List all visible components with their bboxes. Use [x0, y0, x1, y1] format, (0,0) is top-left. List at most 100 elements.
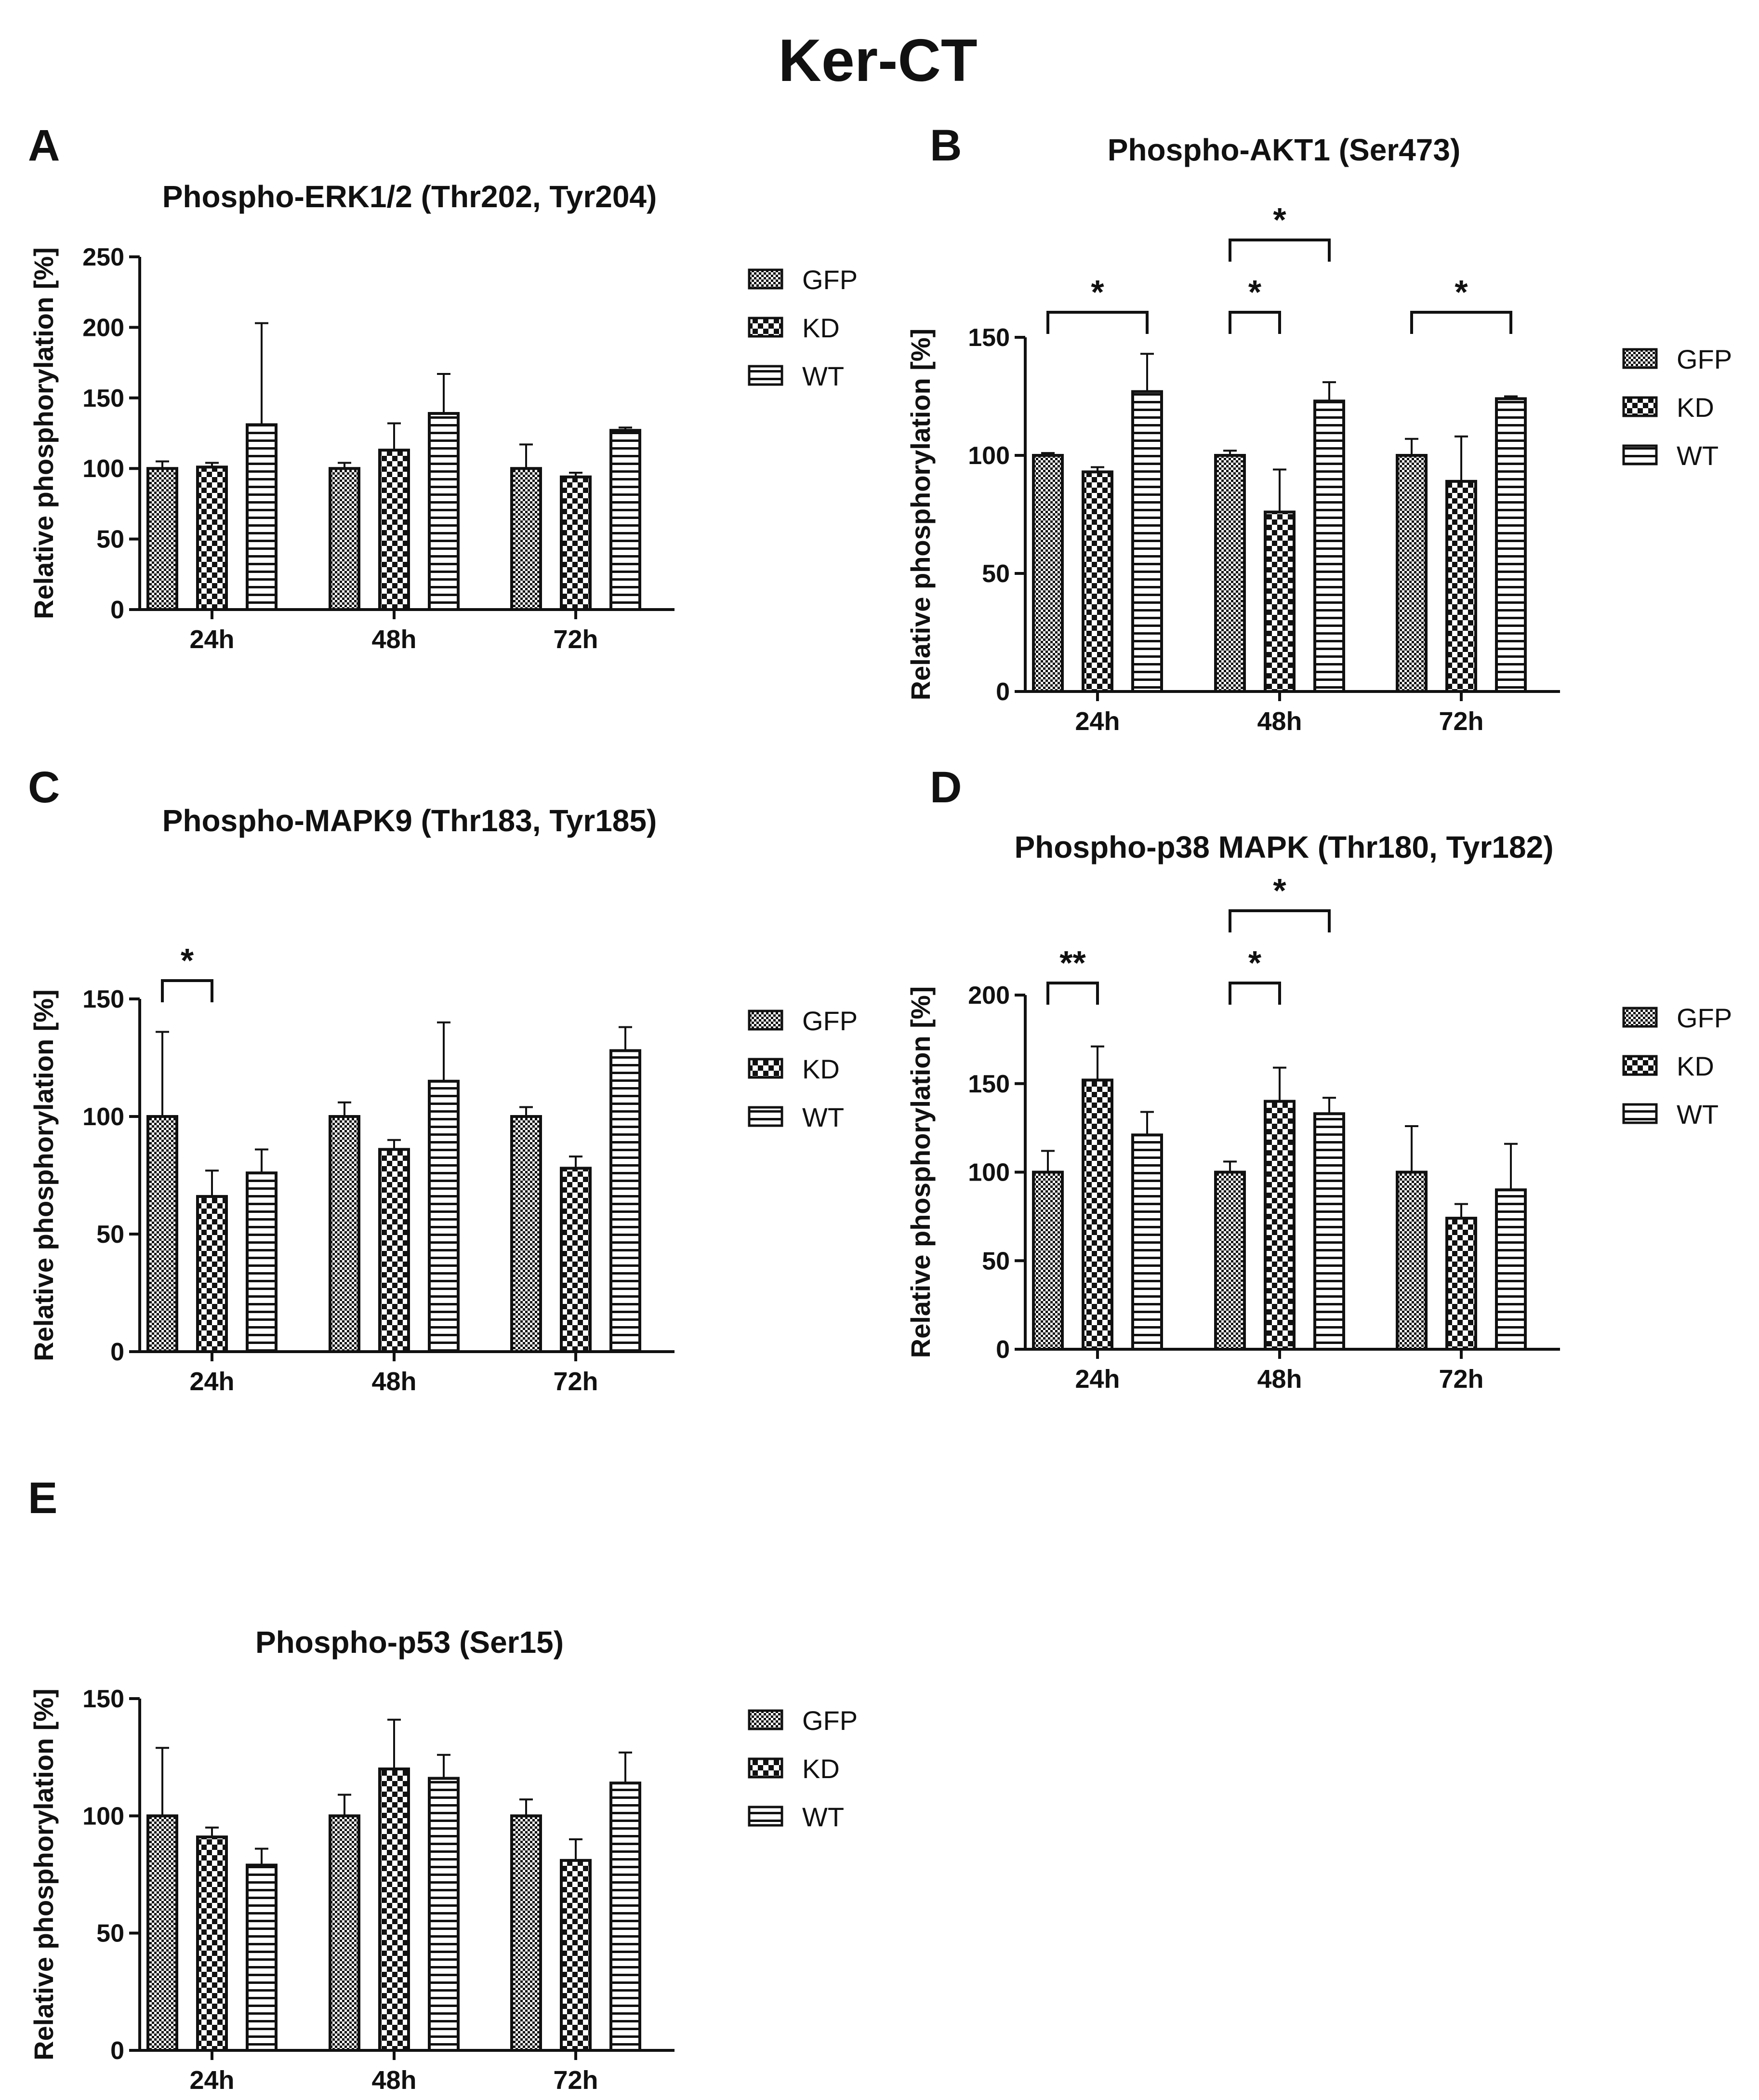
- bar-wt-24h: [246, 1171, 278, 1354]
- figure-title: Ker-CT: [778, 27, 977, 94]
- chart-title: Phospho-AKT1 (Ser473): [1108, 133, 1461, 167]
- significance-bracket: [1046, 982, 1099, 1005]
- y-tick-label: 250: [82, 243, 124, 271]
- legend-label-gfp: GFP: [1677, 1003, 1732, 1033]
- y-tick-label: 50: [96, 526, 124, 554]
- y-tick-label: 200: [82, 314, 124, 342]
- y-tick-label: 0: [996, 678, 1010, 706]
- y-tick-label: 150: [82, 985, 124, 1013]
- bar-wt-48h: [1313, 399, 1345, 693]
- y-tick-label: 100: [82, 1103, 124, 1131]
- bar-gfp-24h: [146, 1115, 178, 1353]
- bar-wt-72h: [609, 1781, 641, 2052]
- bar-wt-72h: [609, 429, 641, 611]
- significance-label: **: [1059, 944, 1086, 982]
- y-axis-label: Relative phosphorylation [%]: [905, 329, 936, 701]
- panel-letter: D: [930, 763, 962, 812]
- bar-kd-24h: [196, 1835, 228, 2052]
- x-tick-label: 72h: [1439, 707, 1483, 736]
- chart-b: B Phospho-AKT1 (Ser473) Relative phosphory…: [905, 121, 1732, 736]
- significance-label: *: [1248, 944, 1262, 982]
- x-tick-label: 72h: [553, 2066, 598, 2095]
- legend-swatch-kd: [1622, 1055, 1658, 1076]
- bar-wt-48h: [428, 1079, 460, 1354]
- bar-gfp-72h: [1396, 1170, 1428, 1351]
- x-tick-label: 24h: [189, 625, 234, 654]
- legend-swatch-wt: [1622, 1103, 1658, 1124]
- y-tick-label: 50: [982, 1247, 1010, 1275]
- bar-gfp-72h: [510, 467, 542, 611]
- y-tick-label: 50: [96, 1920, 124, 1948]
- legend-swatch-wt: [1622, 444, 1658, 465]
- bar-wt-24h: [1131, 390, 1163, 693]
- legend-swatch-wt: [748, 1806, 783, 1827]
- significance-label: *: [181, 942, 194, 979]
- legend-label-gfp: GFP: [1677, 344, 1732, 374]
- x-tick-label: 48h: [371, 2066, 416, 2095]
- bar-kd-72h: [560, 1167, 592, 1354]
- significance-bracket: [1046, 311, 1149, 334]
- legend-swatch-gfp: [748, 1010, 783, 1031]
- x-tick-label: 24h: [189, 1367, 234, 1396]
- bar-wt-72h: [609, 1049, 641, 1354]
- bar-gfp-72h: [510, 1814, 542, 2052]
- chart-a: A Phospho-ERK1/2 (Thr202, Tyr204) Relative…: [28, 121, 858, 654]
- y-tick-label: 150: [968, 324, 1010, 352]
- legend-swatch-gfp: [1622, 1007, 1658, 1028]
- significance-bracket: [1229, 239, 1331, 262]
- legend-label-kd: KD: [1677, 392, 1714, 423]
- y-axis-label: Relative phosphorylation [%]: [28, 247, 59, 619]
- bar-gfp-24h: [146, 467, 178, 611]
- bar-gfp-24h: [146, 1814, 178, 2052]
- legend-label-wt: WT: [1677, 440, 1719, 471]
- y-tick-label: 50: [96, 1221, 124, 1249]
- bar-kd-48h: [1264, 510, 1296, 693]
- bar-gfp-48h: [1214, 454, 1246, 693]
- bar-wt-48h: [428, 1777, 460, 2052]
- chart-title: Phospho-MAPK9 (Thr183, Tyr185): [162, 803, 657, 838]
- legend-label-kd: KD: [802, 1054, 840, 1084]
- x-tick-label: 48h: [371, 625, 416, 654]
- y-axis-label: Relative phosphorylation [%]: [28, 1688, 59, 2060]
- y-tick-label: 0: [110, 1338, 124, 1366]
- y-tick-label: 0: [110, 596, 124, 624]
- bar-wt-24h: [1131, 1133, 1163, 1351]
- x-tick-label: 72h: [553, 1367, 598, 1396]
- x-tick-label: 48h: [1257, 1365, 1302, 1394]
- significance-label: *: [1273, 201, 1286, 239]
- x-tick-label: 72h: [553, 625, 598, 654]
- legend-swatch-gfp: [748, 268, 783, 290]
- bar-wt-48h: [1313, 1112, 1345, 1351]
- x-tick-label: 72h: [1439, 1365, 1483, 1394]
- chart-d: D Phospho-p38 MAPK (Thr180, Tyr182) Relati…: [905, 763, 1732, 1394]
- legend-label-kd: KD: [802, 313, 840, 343]
- panel-letter: C: [28, 763, 60, 812]
- bar-kd-48h: [378, 449, 410, 611]
- y-tick-label: 150: [82, 1685, 124, 1713]
- bar-gfp-48h: [329, 1814, 360, 2052]
- bar-kd-24h: [196, 1195, 228, 1353]
- x-tick-label: 48h: [371, 1367, 416, 1396]
- legend-swatch-kd: [748, 1058, 783, 1079]
- bar-kd-24h: [1082, 470, 1113, 693]
- significance-bracket: [1229, 982, 1281, 1005]
- bar-kd-24h: [196, 465, 228, 611]
- bar-wt-72h: [1495, 1188, 1527, 1351]
- legend-swatch-wt: [748, 365, 783, 386]
- chart-panels: A Phospho-ERK1/2 (Thr202, Tyr204) Relative…: [28, 121, 1732, 2095]
- y-tick-label: 100: [82, 1802, 124, 1830]
- legend-label-wt: WT: [1677, 1099, 1719, 1130]
- legend-swatch-gfp: [748, 1709, 783, 1730]
- panel-letter: B: [930, 121, 962, 170]
- bar-wt-24h: [246, 423, 278, 611]
- y-tick-label: 150: [82, 385, 124, 412]
- x-tick-label: 24h: [189, 2066, 234, 2095]
- legend-label-gfp: GFP: [802, 265, 858, 295]
- bar-kd-48h: [378, 1768, 410, 2052]
- x-tick-label: 24h: [1075, 707, 1120, 736]
- significance-label: *: [1455, 273, 1468, 311]
- legend-swatch-gfp: [1622, 348, 1658, 369]
- bar-gfp-24h: [1032, 1170, 1064, 1351]
- significance-label: *: [1248, 273, 1262, 311]
